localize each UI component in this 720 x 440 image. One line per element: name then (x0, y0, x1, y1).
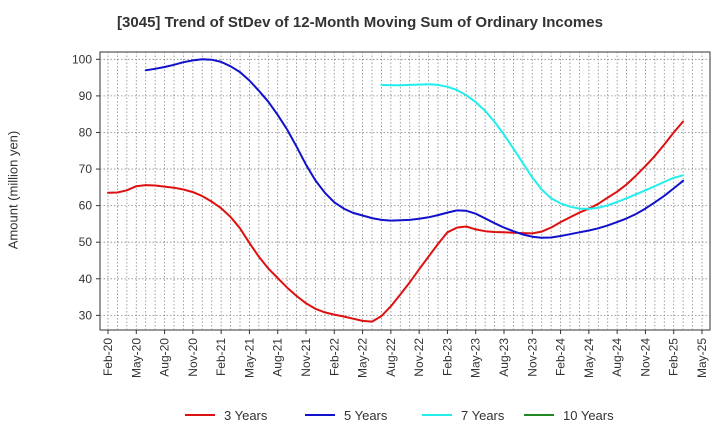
legend: 3 Years 5 Years 7 Years 10 Years (185, 408, 614, 423)
x-tick-label: May-21 (242, 338, 256, 378)
grid-lines (100, 52, 710, 330)
y-tick-label: 70 (79, 162, 93, 176)
y-tick-label: 90 (79, 89, 93, 103)
x-tick-label: Feb-21 (214, 338, 228, 376)
chart-title: [3045] Trend of StDev of 12-Month Moving… (117, 14, 603, 31)
legend-label-10-years: 10 Years (563, 408, 614, 423)
x-tick-label: Feb-23 (440, 338, 454, 376)
x-tick-label: Feb-20 (101, 338, 115, 376)
legend-label-3-years: 3 Years (224, 408, 268, 423)
x-tick-label: Aug-21 (271, 338, 285, 377)
y-axis-ticks: 30 40 50 60 70 80 90 100 (72, 52, 100, 322)
x-tick-label: Nov-20 (186, 338, 200, 377)
x-tick-label: Aug-20 (158, 338, 172, 377)
x-tick-label: Feb-25 (667, 338, 681, 376)
x-axis-ticks: Feb-20 May-20 Aug-20 Nov-20 Feb-21 May-21 Aug-… (101, 330, 709, 378)
x-tick-label: Feb-24 (554, 338, 568, 376)
y-tick-label: 30 (79, 308, 93, 322)
x-tick-label: Aug-22 (384, 338, 398, 377)
y-tick-label: 80 (79, 125, 93, 139)
x-tick-label: Aug-24 (610, 338, 624, 377)
x-tick-label: Nov-21 (299, 338, 313, 377)
y-tick-label: 100 (72, 52, 92, 66)
y-tick-label: 40 (79, 272, 93, 286)
x-tick-label: Nov-23 (525, 338, 539, 377)
x-tick-label: Nov-22 (412, 338, 426, 377)
x-tick-label: Nov-24 (638, 338, 652, 377)
series-line-7-years (380, 83, 685, 210)
y-tick-label: 50 (79, 235, 93, 249)
x-tick-label: Aug-23 (497, 338, 511, 377)
y-tick-label: 60 (79, 199, 93, 213)
legend-label-7-years: 7 Years (461, 408, 505, 423)
plot-area (99, 51, 711, 331)
x-tick-label: Feb-22 (327, 338, 341, 376)
x-tick-label: May-25 (695, 338, 709, 378)
series-lines (107, 58, 685, 323)
x-tick-label: May-20 (129, 338, 143, 378)
x-tick-label: May-24 (582, 338, 596, 378)
x-tick-label: May-22 (356, 338, 370, 378)
series-line-5-years (144, 58, 685, 239)
x-tick-label: May-23 (469, 338, 483, 378)
legend-label-5-years: 5 Years (344, 408, 388, 423)
